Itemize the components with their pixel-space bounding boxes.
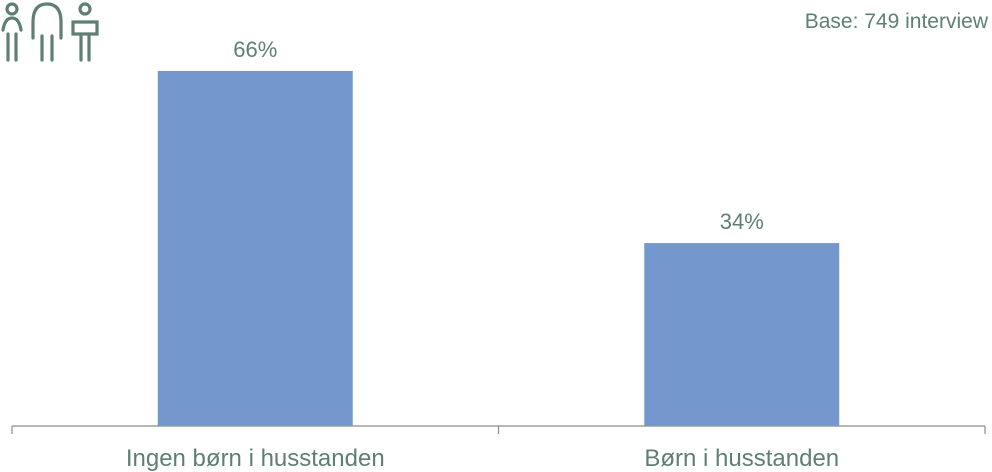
data-label: 34%: [720, 209, 764, 234]
bar: [644, 243, 840, 426]
data-label: 66%: [233, 37, 277, 62]
family-icon: [1, 2, 99, 62]
x-tick-label: Børn i husstanden: [644, 445, 839, 472]
bar: [157, 70, 353, 427]
x-tick-label: Ingen børn i husstanden: [126, 445, 385, 472]
base-note: Base: 749 interview: [804, 10, 988, 33]
